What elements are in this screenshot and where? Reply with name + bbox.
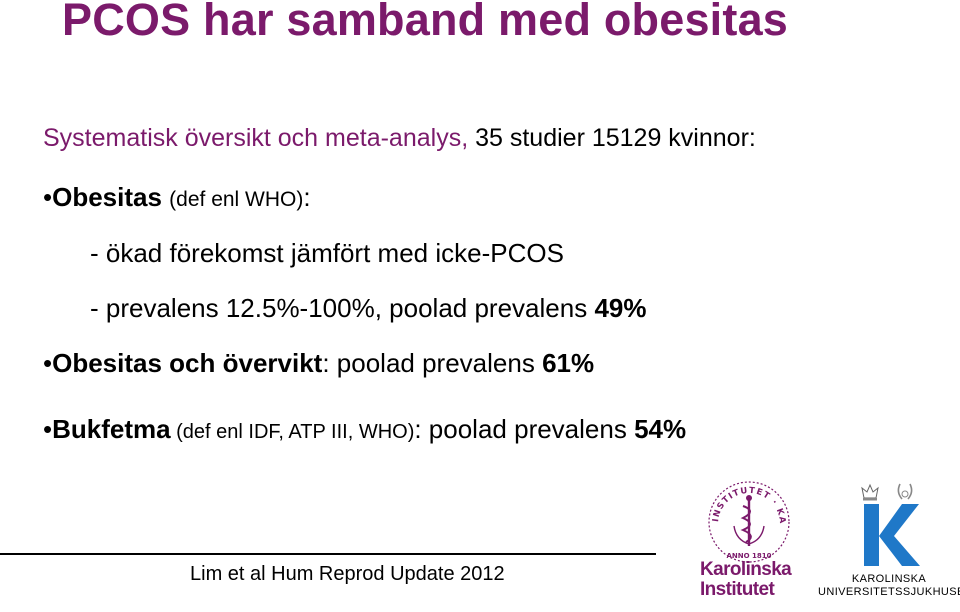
- sub-item-incidence: - ökad förekomst jämfört med icke-PCOS: [90, 238, 564, 268]
- crown-icon: [861, 483, 913, 501]
- karolinska-universitetssjukhuset-logo: KAROLINSKA UNIVERSITETSSJUKHUSET: [818, 482, 960, 612]
- k-letter-icon: [864, 504, 920, 566]
- ki-name-line1: Karolinska: [700, 559, 792, 580]
- prevalence-value: 49%: [594, 293, 647, 323]
- bullet-rest: : poolad prevalens: [322, 348, 543, 378]
- bullet-term: Obesitas: [52, 182, 162, 212]
- svg-text:INSTITUTET · KAROLINSKA: INSTITUTET · KAROLINSKA: [706, 480, 787, 525]
- bullet-marker: •: [43, 414, 53, 444]
- ki-name-line2: Institutet: [700, 579, 775, 600]
- bullet-value: 54%: [634, 414, 687, 444]
- citation: Lim et al Hum Reprod Update 2012: [190, 563, 505, 585]
- slide-title: PCOS har samband med obesitas: [62, 0, 789, 45]
- bullet-term: Obesitas: [52, 348, 162, 378]
- prevalence-text: - prevalens 12.5%-100%, poolad prevalens: [90, 293, 595, 323]
- bullet-marker: •: [43, 348, 53, 378]
- study-summary: Systematisk översikt och meta-analys, 35…: [43, 124, 756, 153]
- bullet-marker: •: [43, 182, 53, 212]
- sub-item-prevalence: - prevalens 12.5%-100%, poolad prevalens…: [90, 293, 646, 324]
- footer-divider: [0, 553, 656, 555]
- karolinska-institutet-logo: INSTITUTET · KAROLINSKA ANNO 1810 Karoli…: [700, 480, 796, 612]
- bullet-obesitas: •Obesitas (def enl WHO):: [43, 182, 311, 213]
- bullet-term-joiner: och: [161, 348, 223, 378]
- bullet-definition: (def enl IDF, ATP III, WHO): [170, 421, 415, 443]
- bullet-term-2: övervikt: [222, 348, 323, 378]
- svg-text:ANNO 1810: ANNO 1810: [726, 552, 771, 560]
- kus-name-line1: KAROLINSKA: [851, 573, 927, 585]
- bullet-bukfetma: •Bukfetma (def enl IDF, ATP III, WHO): p…: [43, 414, 686, 445]
- kus-name-line2: UNIVERSITETSSJUKHUSET: [818, 586, 960, 598]
- bullet-rest: : poolad prevalens: [414, 414, 635, 444]
- bullet-value: 61%: [542, 348, 595, 378]
- ki-seal-icon: INSTITUTET · KAROLINSKA ANNO 1810: [706, 480, 790, 563]
- bullet-colon: :: [303, 182, 311, 212]
- bullet-term: Bukfetma: [52, 414, 171, 444]
- study-type: Systematisk översikt och meta-analys,: [43, 124, 469, 152]
- study-count: 35 studier 15129 kvinnor:: [475, 124, 756, 152]
- bullet-definition: (def enl WHO): [169, 188, 304, 211]
- bullet-overvikt: •Obesitas och övervikt: poolad prevalens…: [43, 348, 594, 379]
